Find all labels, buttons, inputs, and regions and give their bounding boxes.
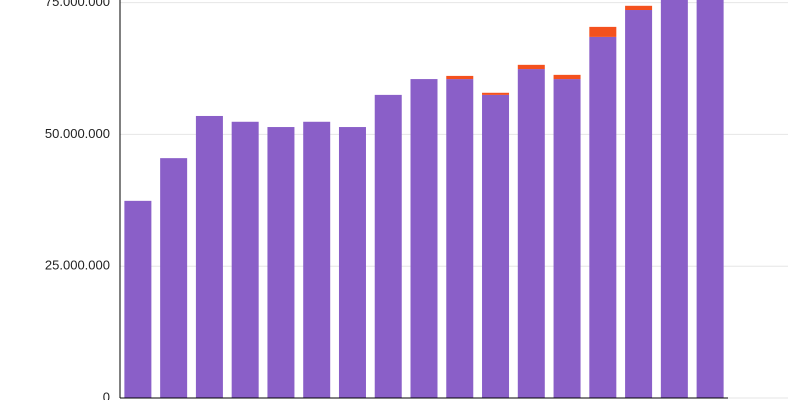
- bar-segment: [482, 92, 510, 95]
- bar-segment: [374, 94, 402, 398]
- bar-segment: [553, 79, 581, 398]
- bar-segment: [124, 200, 152, 398]
- bar-segment: [660, 0, 688, 398]
- bar-segment: [195, 115, 223, 398]
- bar-segment: [267, 127, 295, 398]
- bar-segment: [625, 10, 653, 398]
- bar-segment: [446, 75, 474, 80]
- y-tick-label: 25.000.000: [45, 258, 110, 273]
- bar-segment: [625, 5, 653, 11]
- bar-segment: [410, 79, 438, 398]
- bar-segment: [160, 158, 188, 398]
- bar-segment: [589, 36, 617, 398]
- bar-segment: [231, 121, 259, 398]
- bar-segment: [446, 79, 474, 398]
- y-tick-label: 50.000.000: [45, 126, 110, 141]
- bar-segment: [338, 127, 366, 398]
- bar-segment: [553, 74, 581, 80]
- y-tick-label: 75.000.000: [45, 0, 110, 9]
- bar-segment: [589, 26, 617, 37]
- y-tick-label: 0: [103, 389, 110, 400]
- bars: [124, 0, 724, 398]
- bar-segment: [303, 121, 331, 398]
- bar-segment: [696, 0, 724, 398]
- bar-segment: [517, 69, 545, 398]
- bar-segment: [517, 64, 545, 70]
- bar-segment: [482, 94, 510, 398]
